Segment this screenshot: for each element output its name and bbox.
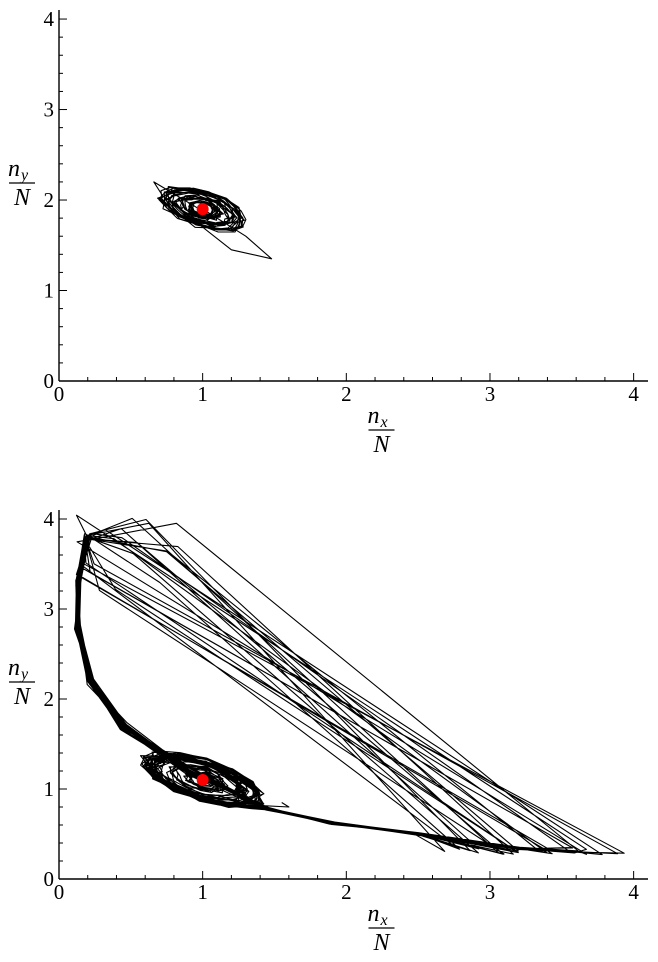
bottom-y-label-numerator: n — [8, 655, 20, 681]
top-x-label-numerator: n — [368, 403, 380, 429]
top-y-label-numerator: n — [8, 156, 20, 182]
bottom-y-tick-label: 2 — [44, 687, 55, 711]
top-plot-frame — [58, 10, 648, 382]
bottom-x-tick-label: 4 — [628, 880, 639, 904]
top-trajectory — [153, 181, 273, 260]
top-phase-portrait: 0 1 2 3 4 0 1 2 3 4 n x N n y N — [8, 7, 648, 458]
bottom-y-tick-labels: 0 1 2 3 4 — [44, 507, 55, 891]
bottom-axis-ticks — [58, 518, 635, 880]
bottom-fixed-point — [196, 774, 209, 786]
top-y-tick-label: 2 — [44, 188, 55, 212]
top-x-label-subscript: x — [380, 414, 388, 431]
bottom-y-tick-label: 4 — [44, 507, 55, 531]
bottom-trajectory — [73, 514, 625, 856]
trajectory-line — [153, 181, 273, 260]
bottom-plot-frame — [58, 510, 648, 880]
top-fixed-point — [196, 203, 209, 216]
top-y-tick-label: 3 — [44, 98, 55, 122]
bottom-x-tick-label: 1 — [197, 880, 208, 904]
top-x-tick-label: 2 — [341, 382, 352, 406]
bottom-x-tick-label: 2 — [341, 880, 352, 904]
top-x-tick-label: 4 — [628, 382, 639, 406]
bottom-y-tick-label: 1 — [44, 777, 55, 801]
bottom-x-label-denominator: N — [372, 930, 391, 956]
top-x-tick-label: 0 — [54, 382, 65, 406]
bottom-x-label-numerator: n — [368, 901, 380, 927]
bottom-y-tick-label: 3 — [44, 597, 55, 621]
bottom-x-tick-label: 0 — [54, 880, 65, 904]
bottom-x-tick-label: 3 — [485, 880, 496, 904]
top-y-label-denominator: N — [13, 185, 32, 211]
top-y-label-subscript: y — [19, 167, 29, 184]
top-x-axis-label: n x N — [368, 403, 395, 458]
bottom-y-tick-label: 0 — [44, 867, 55, 891]
top-y-tick-label: 1 — [44, 279, 55, 303]
top-x-tick-label: 1 — [197, 382, 208, 406]
bottom-x-axis-label: n x N — [368, 901, 395, 956]
top-y-axis-label: n y N — [8, 156, 35, 211]
top-axis-ticks — [58, 18, 635, 382]
top-x-tick-label: 3 — [485, 382, 496, 406]
top-x-tick-labels: 0 1 2 3 4 — [54, 382, 640, 406]
bottom-y-label-denominator: N — [13, 684, 32, 710]
top-y-tick-labels: 0 1 2 3 4 — [44, 7, 55, 393]
bottom-phase-portrait: 0 1 2 3 4 0 1 2 3 4 n x N n y N — [8, 507, 648, 956]
top-y-tick-label: 4 — [44, 7, 55, 31]
bottom-y-label-subscript: y — [19, 666, 29, 683]
bottom-x-tick-labels: 0 1 2 3 4 — [54, 880, 640, 904]
bottom-y-axis-label: n y N — [8, 655, 35, 710]
trajectory-line — [73, 514, 625, 856]
bottom-x-label-subscript: x — [380, 912, 388, 929]
top-y-tick-label: 0 — [44, 369, 55, 393]
top-x-label-denominator: N — [372, 432, 391, 458]
